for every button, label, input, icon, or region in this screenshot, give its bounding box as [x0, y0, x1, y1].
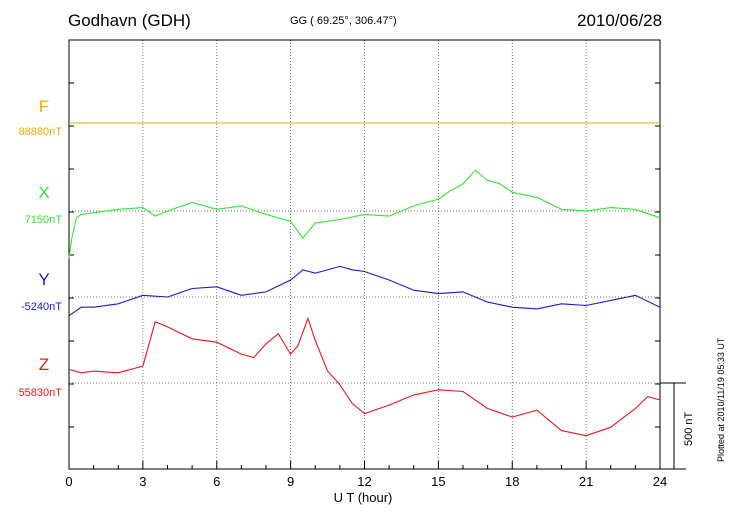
series-name-x: X — [38, 183, 49, 202]
x-tick-label: 21 — [579, 474, 593, 489]
baseline-label-x: 7150nT — [25, 214, 63, 226]
x-tick-label: 9 — [287, 474, 294, 489]
x-tick-label: 18 — [505, 474, 519, 489]
series-line-y — [68, 265, 661, 317]
x-tick-label: 24 — [653, 474, 667, 489]
scale-bar-label: 500 nT — [683, 411, 695, 446]
x-tick-label: 3 — [139, 474, 146, 489]
series-line-x — [68, 169, 661, 259]
baseline-label-y: -5240nT — [21, 301, 62, 313]
station-title: Godhavn (GDH) — [68, 11, 191, 30]
series-line-z — [68, 316, 661, 437]
x-tick-label: 15 — [431, 474, 445, 489]
plotted-timestamp: Plotted at 2010/11/19 05:33 UT — [716, 337, 726, 462]
baseline-label-z: 55830nT — [19, 387, 63, 399]
series-name-z: Z — [39, 355, 49, 374]
x-axis-label: U T (hour) — [333, 490, 393, 505]
plot-frame — [68, 39, 661, 470]
x-tick-label: 0 — [65, 474, 72, 489]
series-name-y: Y — [38, 270, 49, 289]
x-tick-label: 12 — [357, 474, 371, 489]
station-coords: GG ( 69.25°, 306.47°) — [290, 15, 397, 27]
baseline-label-f: 88880nT — [19, 126, 63, 138]
series-name-f: F — [39, 97, 49, 116]
chart-date: 2010/06/28 — [577, 11, 663, 30]
x-tick-label: 6 — [213, 474, 220, 489]
